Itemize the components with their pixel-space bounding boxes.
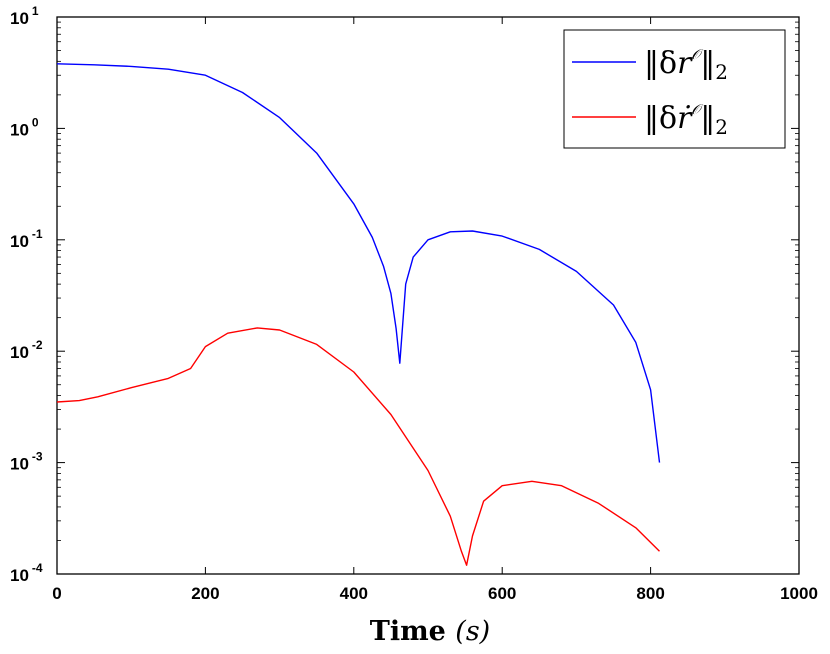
y-tick-exponent: -1 [32, 227, 43, 241]
y-tick-label: 10 -2 [10, 338, 43, 362]
y-tick-base: 10 [10, 343, 29, 362]
x-axis: 0 200 400 600 800 1000 [52, 17, 818, 603]
y-tick-base: 10 [10, 232, 29, 251]
legend-box [563, 29, 786, 149]
y-tick-exponent: -3 [32, 450, 43, 464]
legend: ‖δr𝒪‖2 ‖δṙ𝒪‖2 [563, 29, 786, 149]
x-tick-label: 200 [191, 584, 219, 603]
y-tick-exponent: -4 [32, 561, 43, 575]
series-layer [56, 63, 661, 566]
y-tick-base: 10 [10, 566, 29, 585]
y-tick-label: 10 -3 [10, 450, 43, 474]
y-tick-exponent: 0 [32, 115, 39, 129]
legend-label-position: ‖δr𝒪‖2 [644, 46, 728, 84]
y-tick-exponent: 1 [32, 4, 39, 18]
y-tick-label: 10 -4 [10, 561, 43, 585]
x-axis-label-main: Time [370, 616, 446, 647]
y-tick-base: 10 [10, 455, 29, 474]
x-tick-label: 400 [340, 584, 368, 603]
series-line-position [56, 63, 661, 463]
x-axis-label: Time (s) [370, 616, 490, 647]
x-axis-label-unit: (s) [455, 616, 490, 647]
x-tick-label: 600 [488, 584, 516, 603]
x-tick-label: 800 [636, 584, 664, 603]
series-line-velocity [56, 327, 660, 566]
x-tick-label: 1000 [780, 584, 818, 603]
y-tick-label: 10 -1 [10, 227, 43, 251]
legend-label-velocity: ‖δṙ𝒪‖2 [644, 101, 728, 139]
y-tick-label: 10 0 [10, 115, 39, 139]
y-tick-exponent: -2 [32, 338, 43, 352]
y-tick-base: 10 [10, 120, 29, 139]
x-tick-label: 0 [52, 584, 61, 603]
y-tick-base: 10 [10, 9, 29, 28]
y-tick-label: 10 1 [10, 4, 39, 28]
